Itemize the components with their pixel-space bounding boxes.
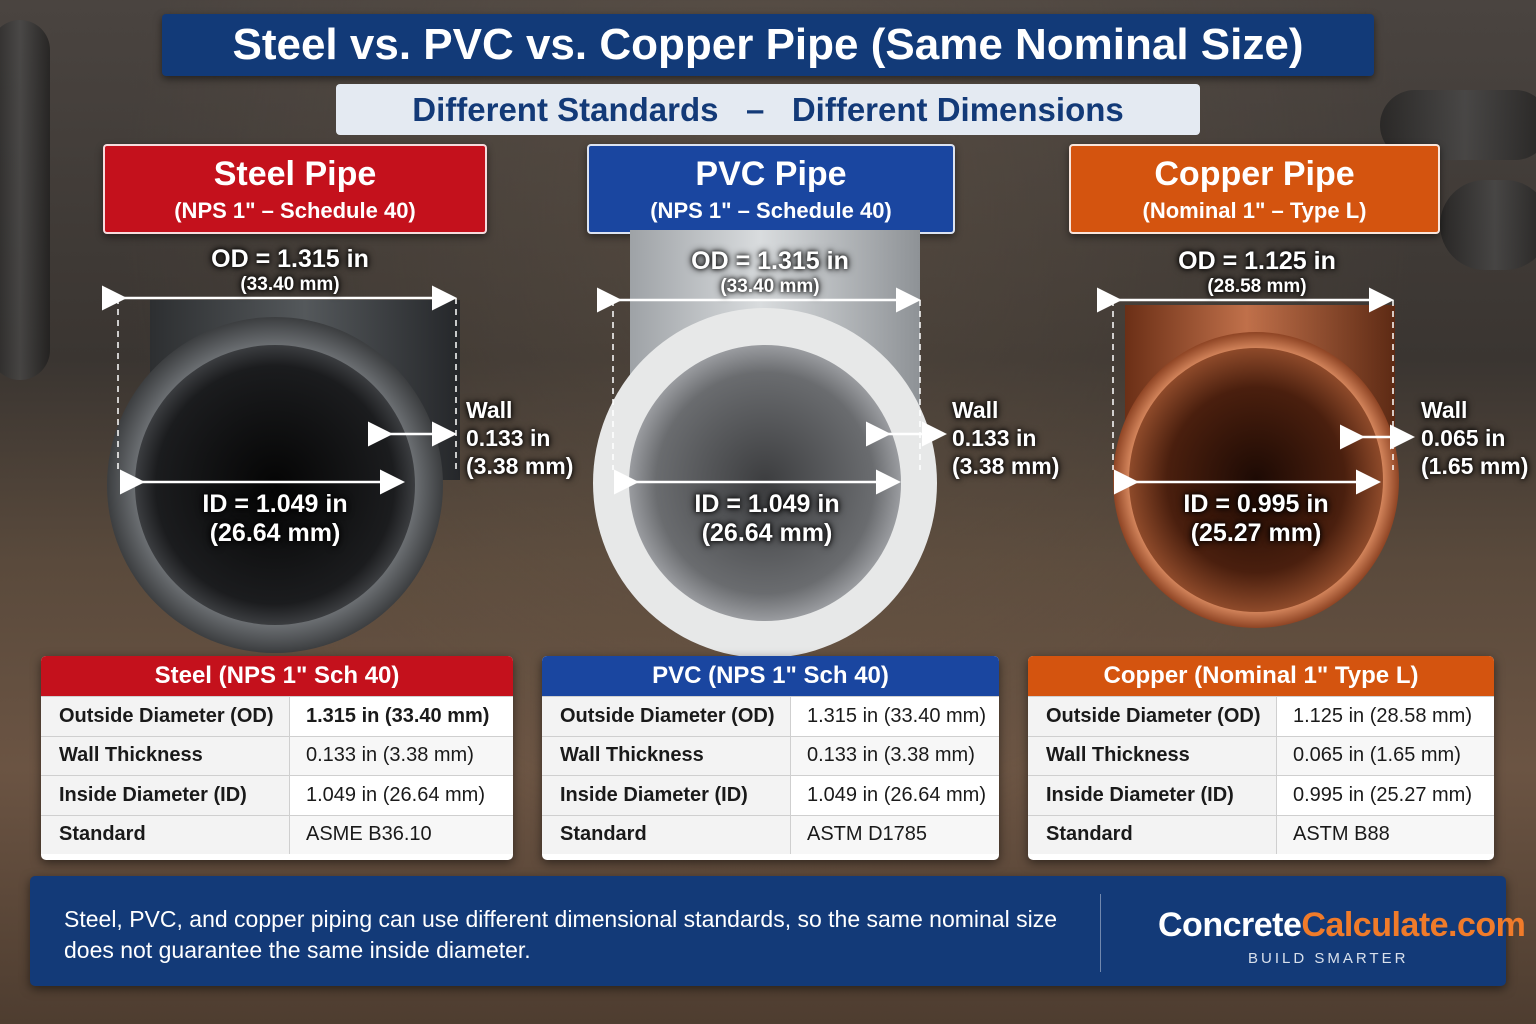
- copper-header-title: Copper Pipe: [1154, 155, 1355, 193]
- steel-id-value: ID = 1.049 in: [202, 490, 348, 518]
- row-value: 0.995 in (25.27 mm): [1276, 775, 1494, 815]
- steel-pipe-drawing: [102, 285, 460, 653]
- steel-spec-heading: Steel (NPS 1" Sch 40): [41, 656, 513, 696]
- table-row: Standard ASTM B88: [1028, 814, 1494, 854]
- brand-tagline: BUILD SMARTER: [1248, 950, 1409, 967]
- table-row: Standard ASTM D1785: [542, 814, 999, 854]
- pvc-header-spec: (NPS 1" – Schedule 40): [650, 198, 892, 223]
- row-value: 1.049 in (26.64 mm): [790, 775, 999, 815]
- copper-od-value: OD = 1.125 in: [1178, 247, 1336, 275]
- steel-wall-title: Wall: [466, 397, 513, 423]
- row-label: Outside Diameter (OD): [41, 696, 290, 736]
- copper-id-mm: (25.27 mm): [1190, 519, 1322, 547]
- row-value: ASME B36.10: [289, 814, 513, 854]
- table-row: Wall Thickness 0.133 in (3.38 mm): [542, 735, 999, 776]
- footer-divider: [1100, 894, 1101, 972]
- row-value: 1.125 in (28.58 mm): [1276, 696, 1494, 736]
- table-row: Inside Diameter (ID) 0.995 in (25.27 mm): [1028, 775, 1494, 815]
- pvc-od-mm: (33.40 mm): [720, 276, 820, 297]
- steel-pipe-bore: [135, 345, 415, 625]
- row-value: 1.315 in (33.40 mm): [790, 696, 999, 736]
- row-label: Wall Thickness: [1028, 735, 1277, 776]
- steel-header: Steel Pipe (NPS 1" – Schedule 40): [103, 144, 487, 234]
- steel-header-spec: (NPS 1" – Schedule 40): [174, 198, 416, 223]
- brand-part-1: Concrete: [1158, 906, 1302, 944]
- steel-spec-table: Steel (NPS 1" Sch 40) Outside Diameter (…: [41, 656, 513, 860]
- copper-wall-title: Wall: [1421, 397, 1468, 423]
- row-value: ASTM B88: [1276, 814, 1494, 854]
- pipe-illustrations: [102, 230, 1415, 658]
- pvc-od-label: OD = 1.315 in (33.40 mm): [655, 247, 885, 298]
- row-label: Wall Thickness: [41, 735, 290, 776]
- pvc-id-value: ID = 1.049 in: [694, 490, 840, 518]
- brand-logo: ConcreteCalculate.com: [1158, 906, 1526, 945]
- page-title: Steel vs. PVC vs. Copper Pipe (Same Nomi…: [162, 14, 1374, 76]
- table-row: Wall Thickness 0.133 in (3.38 mm): [41, 735, 513, 776]
- pvc-wall-value: 0.133 in: [952, 425, 1037, 451]
- row-label: Inside Diameter (ID): [1028, 775, 1277, 815]
- brand-part-2: Calculate.com: [1301, 906, 1526, 944]
- copper-spec-heading: Copper (Nominal 1" Type L): [1028, 656, 1494, 696]
- row-label: Wall Thickness: [542, 735, 791, 776]
- pvc-id-label: ID = 1.049 in (26.64 mm): [652, 490, 882, 548]
- row-value: 0.133 in (3.38 mm): [790, 735, 999, 776]
- row-label: Inside Diameter (ID): [542, 775, 791, 815]
- table-row: Inside Diameter (ID) 1.049 in (26.64 mm): [542, 775, 999, 815]
- table-row: Wall Thickness 0.065 in (1.65 mm): [1028, 735, 1494, 776]
- steel-od-label: OD = 1.315 in (33.40 mm): [175, 245, 405, 296]
- table-row: Standard ASME B36.10: [41, 814, 513, 854]
- page-subtitle: Different Standards – Different Dimensio…: [336, 84, 1200, 135]
- row-value: 1.315 in (33.40 mm): [289, 696, 513, 736]
- copper-wall-mm: (1.65 mm): [1421, 453, 1529, 479]
- steel-od-mm: (33.40 mm): [240, 274, 340, 295]
- background-pipe: [0, 20, 50, 380]
- copper-id-value: ID = 0.995 in: [1183, 490, 1329, 518]
- footer-note: Steel, PVC, and copper piping can use di…: [64, 906, 1057, 963]
- background-pipe: [1440, 180, 1536, 270]
- row-label: Inside Diameter (ID): [41, 775, 290, 815]
- table-row: Outside Diameter (OD) 1.315 in (33.40 mm): [41, 696, 513, 736]
- row-label: Standard: [1028, 814, 1277, 854]
- pvc-header-title: PVC Pipe: [695, 155, 847, 193]
- pvc-wall-label: Wall 0.133 in (3.38 mm): [952, 396, 1059, 480]
- steel-id-label: ID = 1.049 in (26.64 mm): [160, 490, 390, 548]
- steel-id-mm: (26.64 mm): [209, 519, 341, 547]
- row-label: Outside Diameter (OD): [542, 696, 791, 736]
- table-row: Outside Diameter (OD) 1.125 in (28.58 mm): [1028, 696, 1494, 736]
- footer-banner: Steel, PVC, and copper piping can use di…: [30, 876, 1526, 986]
- pvc-od-value: OD = 1.315 in: [691, 247, 849, 275]
- pvc-id-mm: (26.64 mm): [701, 519, 833, 547]
- copper-id-label: ID = 0.995 in (25.27 mm): [1141, 490, 1371, 548]
- steel-wall-mm: (3.38 mm): [466, 453, 574, 479]
- steel-od-value: OD = 1.315 in: [211, 245, 369, 273]
- steel-wall-label: Wall 0.133 in (3.38 mm): [466, 396, 573, 480]
- copper-pipe-drawing: [1097, 287, 1415, 628]
- row-value: 0.133 in (3.38 mm): [289, 735, 513, 776]
- steel-wall-value: 0.133 in: [466, 425, 551, 451]
- copper-od-label: OD = 1.125 in (28.58 mm): [1142, 247, 1372, 298]
- row-label: Outside Diameter (OD): [1028, 696, 1277, 736]
- table-row: Outside Diameter (OD) 1.315 in (33.40 mm): [542, 696, 999, 736]
- row-value: 0.065 in (1.65 mm): [1276, 735, 1494, 776]
- pvc-spec-heading: PVC (NPS 1" Sch 40): [542, 656, 999, 696]
- pvc-spec-table: PVC (NPS 1" Sch 40) Outside Diameter (OD…: [542, 656, 999, 860]
- row-label: Standard: [41, 814, 290, 854]
- copper-wall-value: 0.065 in: [1421, 425, 1506, 451]
- pvc-wall-mm: (3.38 mm): [952, 453, 1060, 479]
- row-label: Standard: [542, 814, 791, 854]
- pvc-wall-title: Wall: [952, 397, 999, 423]
- copper-header: Copper Pipe (Nominal 1" – Type L): [1069, 144, 1440, 234]
- copper-spec-table: Copper (Nominal 1" Type L) Outside Diame…: [1028, 656, 1494, 860]
- pvc-pipe-drawing: [593, 230, 947, 658]
- copper-header-spec: (Nominal 1" – Type L): [1142, 198, 1367, 223]
- row-value: ASTM D1785: [790, 814, 999, 854]
- pvc-header: PVC Pipe (NPS 1" – Schedule 40): [587, 144, 955, 234]
- table-row: Inside Diameter (ID) 1.049 in (26.64 mm): [41, 775, 513, 815]
- copper-pipe-bore: [1129, 348, 1383, 612]
- row-value: 1.049 in (26.64 mm): [289, 775, 513, 815]
- copper-wall-label: Wall 0.065 in (1.65 mm): [1421, 396, 1528, 480]
- copper-od-mm: (28.58 mm): [1207, 276, 1307, 297]
- steel-header-title: Steel Pipe: [213, 155, 377, 193]
